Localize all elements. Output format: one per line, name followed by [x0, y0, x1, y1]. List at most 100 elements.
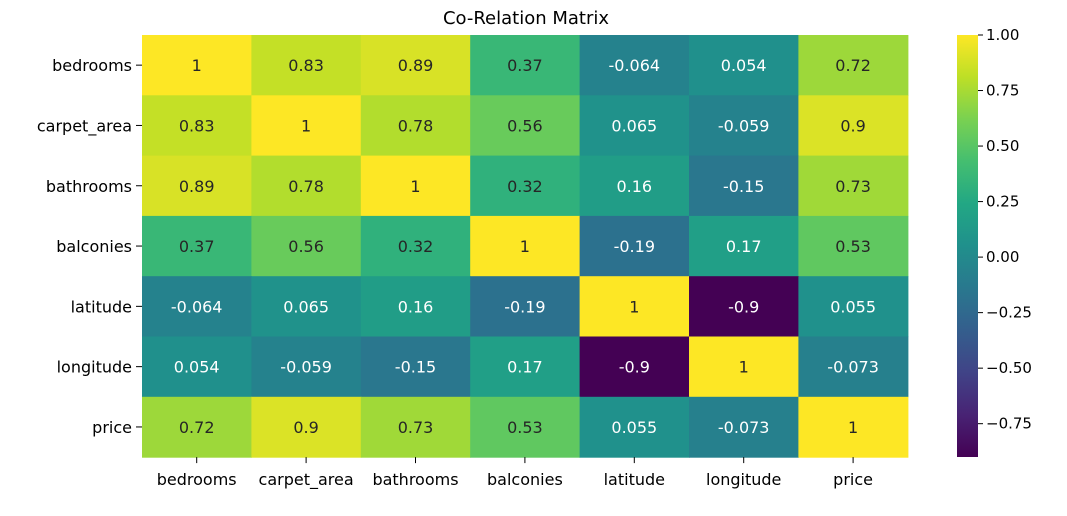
cell-value-label: 0.83: [288, 56, 324, 75]
heatmap-cell: [470, 336, 581, 398]
cell-value-label: 0.89: [398, 56, 434, 75]
heatmap-cell: [142, 155, 252, 217]
heatmap-cell: [689, 336, 799, 398]
cell-value-label: 0.89: [179, 177, 215, 196]
y-axis-ticks: bedrooms carpet_area bathrooms balconies lat…: [37, 56, 142, 437]
cell-value-label: 0.73: [835, 177, 871, 196]
cell-value-label: 0.53: [507, 418, 543, 437]
colorbar-tick-label: 0.75: [986, 82, 1019, 100]
heatmap-cell: [251, 276, 362, 338]
cell-value-label: -0.073: [718, 418, 770, 437]
heatmap-cell: [798, 336, 909, 398]
cell-value-label: 0.78: [398, 116, 434, 135]
heatmap-cell: [689, 35, 799, 96]
cell-value-label: -0.19: [614, 237, 655, 256]
heatmap-cell: [798, 215, 909, 277]
heatmap-cell: [142, 215, 252, 277]
heatmap-cell: [142, 396, 252, 458]
x-tick-label: bedrooms: [157, 470, 237, 489]
cell-value-label: 0.055: [830, 297, 876, 316]
heatmap-cell: [798, 35, 909, 96]
heatmap-cell: [360, 276, 471, 338]
heatmap-cell: [470, 155, 581, 217]
x-tick-label: carpet_area: [259, 470, 354, 490]
heatmap-cell: [798, 276, 909, 338]
heatmap-cell: [142, 336, 252, 398]
y-tick-label: latitude: [71, 297, 132, 316]
colorbar-gradient: [957, 35, 978, 457]
cell-value-label: 0.065: [611, 116, 657, 135]
heatmap-cell: [251, 35, 362, 96]
y-tick-label: balconies: [56, 237, 132, 256]
cell-value-label: 1: [410, 177, 420, 196]
heatmap-cells: [142, 35, 909, 458]
heatmap-cell: [798, 95, 909, 157]
heatmap-cell: [579, 95, 690, 157]
heatmap-cell: [360, 35, 471, 96]
heatmap-cell: [689, 396, 799, 458]
heatmap-cell: [579, 276, 690, 338]
cell-value-label: 1: [739, 358, 749, 377]
cell-value-label: 0.32: [507, 177, 543, 196]
cell-value-label: 0.16: [616, 177, 652, 196]
y-tick-label: price: [92, 418, 132, 437]
cell-value-label: -0.064: [171, 297, 223, 316]
y-tick-label: bedrooms: [52, 56, 132, 75]
colorbar-tick-label: 1.00: [986, 26, 1019, 44]
heatmap-cell: [251, 336, 362, 398]
colorbar-tick-label: −0.75: [986, 415, 1032, 433]
cell-value-label: 0.9: [840, 116, 865, 135]
heatmap-cell: [360, 336, 471, 398]
cell-value-label: 0.78: [288, 177, 324, 196]
heatmap-cell: [689, 155, 799, 217]
cell-value-label: 0.17: [507, 358, 543, 377]
heatmap-cell: [689, 215, 799, 277]
colorbar: 1.00 0.75 0.50 0.25 0.00 −0.25 −0.50 −0.75: [957, 26, 1032, 457]
cell-value-label: 1: [301, 116, 311, 135]
cell-value-label: 0.9: [293, 418, 318, 437]
heatmap-cell: [579, 396, 690, 458]
heatmap-cell: [251, 396, 362, 458]
cell-value-label: 0.065: [283, 297, 329, 316]
cell-value-label: 0.054: [721, 56, 767, 75]
cell-value-label: -0.19: [504, 297, 545, 316]
heatmap-cell: [470, 35, 581, 96]
x-axis-ticks: bedrooms carpet_area bathrooms balconies lat…: [157, 457, 873, 490]
heatmap-cell: [251, 95, 362, 157]
heatmap-cell: [689, 95, 799, 157]
x-tick-label: price: [833, 470, 873, 489]
cell-value-label: 0.37: [507, 56, 543, 75]
heatmap-cell: [142, 276, 252, 338]
cell-value-label: 0.72: [835, 56, 871, 75]
cell-value-label: -0.073: [827, 358, 879, 377]
x-tick-label: balconies: [487, 470, 563, 489]
heatmap-cell: [470, 215, 581, 277]
heatmap-cell: [798, 155, 909, 217]
heatmap-cell: [142, 95, 252, 157]
y-tick-label: longitude: [57, 358, 132, 377]
cell-value-label: -0.9: [728, 297, 759, 316]
y-tick-label: carpet_area: [37, 116, 132, 136]
cell-value-label: -0.15: [395, 358, 436, 377]
colorbar-tick-label: 0.25: [986, 193, 1019, 211]
cell-value-label: 0.53: [835, 237, 871, 256]
colorbar-tick-label: −0.25: [986, 304, 1032, 322]
heatmap-cell: [251, 215, 362, 277]
x-tick-label: longitude: [706, 470, 781, 489]
heatmap-cell: [470, 396, 581, 458]
cell-value-label: -0.064: [609, 56, 661, 75]
cell-value-label: -0.059: [718, 116, 770, 135]
colorbar-tick-label: 0.00: [986, 248, 1019, 266]
y-tick-label: bathrooms: [46, 177, 132, 196]
cell-value-label: 1: [848, 418, 858, 437]
cell-value-label: 1: [192, 56, 202, 75]
x-tick-label: latitude: [604, 470, 665, 489]
cell-value-label: 0.56: [507, 116, 543, 135]
heatmap-cell: [689, 276, 799, 338]
heatmap-cell: [360, 396, 471, 458]
cell-value-label: -0.15: [723, 177, 764, 196]
heatmap-cell: [360, 95, 471, 157]
heatmap-cell: [470, 95, 581, 157]
colorbar-tick-label: −0.50: [986, 359, 1032, 377]
